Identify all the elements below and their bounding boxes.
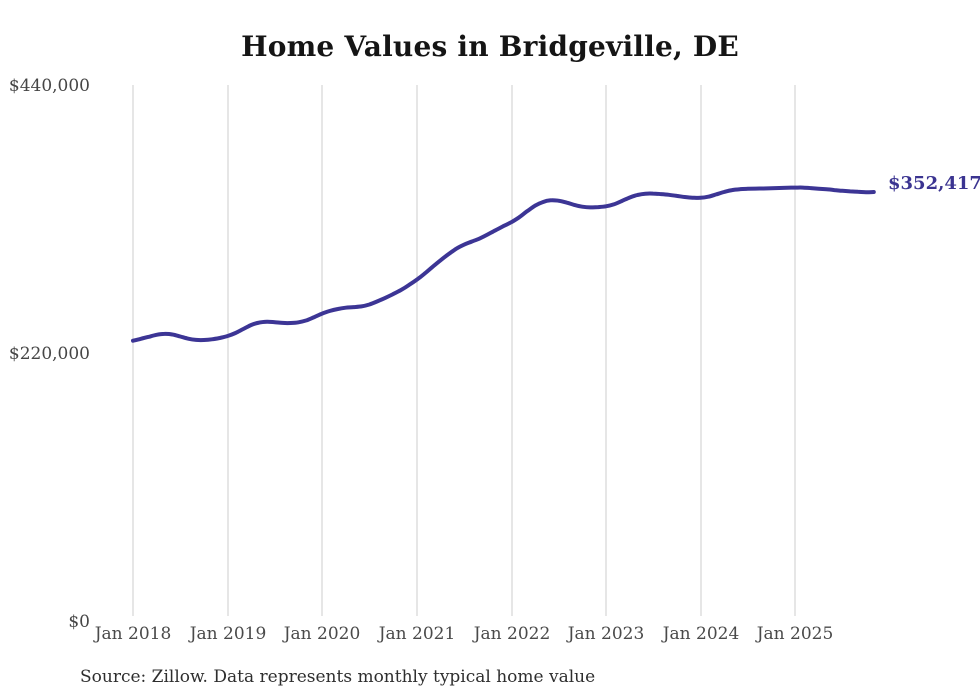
y-axis-tick-0: $0 [68, 612, 90, 632]
x-axis-tick-2021: Jan 2021 [378, 624, 456, 644]
home-value-line [131, 185, 876, 343]
chart-title: Home Values in Bridgeville, DE [241, 30, 739, 63]
x-axis-tick-2020: Jan 2020 [283, 624, 361, 644]
x-axis-tick-2022: Jan 2022 [473, 624, 551, 644]
x-axis-tick-2024: Jan 2024 [662, 624, 740, 644]
y-axis-tick-440000: $440,000 [8, 76, 90, 96]
x-axis-tick-2025: Jan 2025 [756, 624, 834, 644]
x-axis-tick-2018: Jan 2018 [94, 624, 172, 644]
vertical-gridlines [132, 85, 796, 616]
source-note: Source: Zillow. Data represents monthly … [80, 667, 596, 687]
x-axis-tick-2023: Jan 2023 [567, 624, 645, 644]
x-axis-tick-2019: Jan 2019 [189, 624, 267, 644]
y-axis-tick-220000: $220,000 [8, 344, 90, 364]
latest-value-label: $352,417 [888, 173, 980, 194]
